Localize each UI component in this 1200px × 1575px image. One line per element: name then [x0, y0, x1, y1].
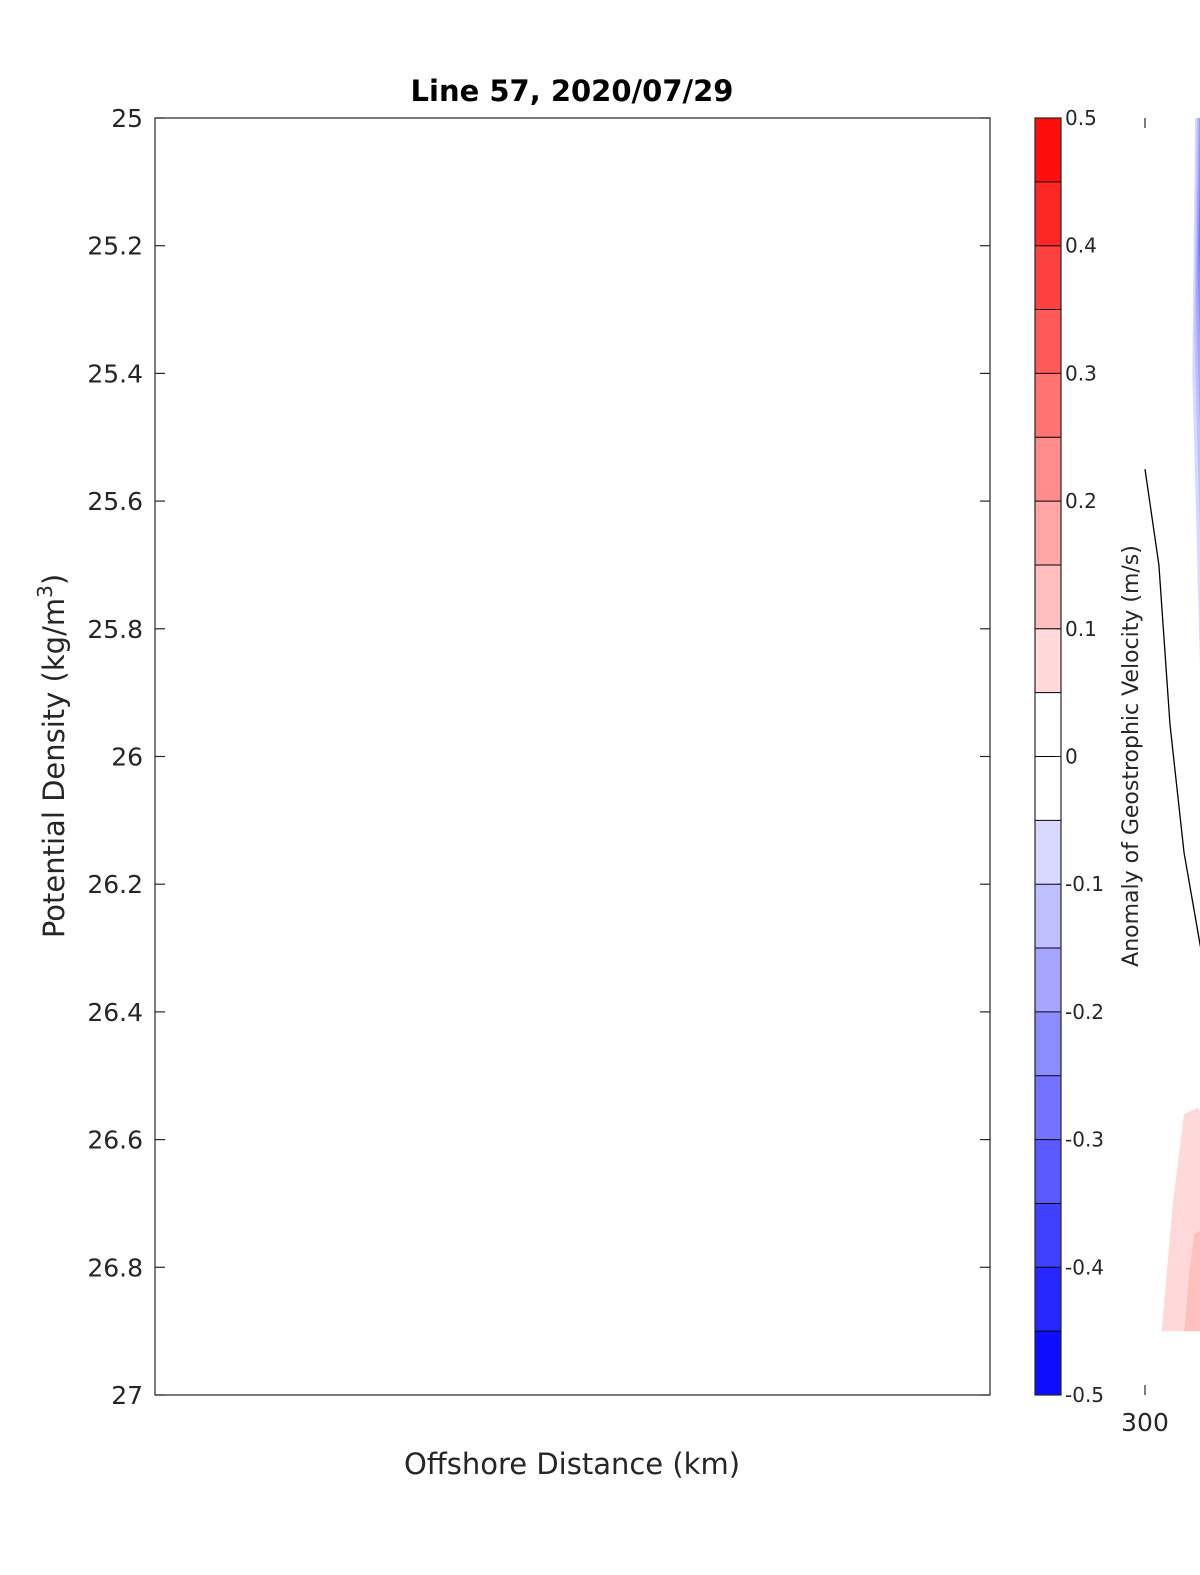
colorbar-frame	[1034, 117, 1062, 1396]
y-tick-label: 25.8	[87, 615, 143, 644]
colorbar-tick-label: -0.1	[1065, 872, 1104, 896]
colorbar-tick-label: -0.5	[1065, 1383, 1104, 1407]
y-tick-label: 26.6	[87, 1126, 143, 1155]
zero-contour-line	[1144, 469, 1200, 948]
x-axis-label: Offshore Distance (km)	[404, 1447, 740, 1481]
x-tick-label: 300	[1121, 1408, 1169, 1437]
plot-area	[154, 117, 1200, 1396]
colorbar-tick-label: 0.4	[1065, 234, 1097, 258]
colorbar-block	[1035, 756, 1061, 821]
x-tick-labels: 300250200150100500	[1121, 1408, 1169, 1437]
colorbar: -0.5 -0.4 -0.3 -0.2 -0.1 0 0.1 0.2 0.3 0.4 0.5 Ano…	[1034, 106, 1144, 1407]
colorbar-block	[1035, 501, 1061, 566]
colorbar-block	[1035, 820, 1061, 885]
region-nearshore-top-blue-core	[1164, 118, 1200, 666]
colorbar-block	[1035, 1011, 1061, 1077]
colorbar-block	[1035, 373, 1061, 438]
colorbar-block	[1035, 309, 1061, 374]
contour-band-0-1	[1168, 118, 1200, 534]
colorbar-block	[1035, 1139, 1061, 1204]
plot-frame	[154, 117, 991, 1396]
colorbar-tick-label: 0	[1065, 745, 1078, 769]
colorbar-block	[1035, 118, 1061, 183]
y-tick-label: 25.2	[87, 232, 143, 261]
y-tick-label: 26.4	[87, 998, 143, 1027]
y-axis-label-superscript: 3	[33, 585, 57, 598]
y-tick-label: 25.4	[87, 359, 143, 388]
contour-fills	[1161, 118, 1200, 1332]
y-tick-label: 25.6	[87, 487, 143, 516]
region-red-bottom-275	[1161, 1107, 1200, 1332]
y-tick-label: 26	[111, 743, 143, 772]
colorbar-tick-label: -0.4	[1065, 1255, 1104, 1279]
colorbar-block	[1035, 245, 1061, 311]
contour-band-6-1	[1184, 1230, 1200, 1332]
colorbar-tick-label: -0.3	[1065, 1128, 1104, 1152]
plot-background	[155, 118, 990, 1395]
y-tick-label: 26.8	[87, 1253, 143, 1282]
colorbar-blocks	[1035, 118, 1061, 1396]
colorbar-tick-labels: -0.5 -0.4 -0.3 -0.2 -0.1 0 0.1 0.2 0.3 0.4 0.5	[1065, 106, 1104, 1407]
y-axis-label-close: )	[37, 574, 71, 585]
y-axis-label: Potential Density (kg/m3)	[33, 574, 71, 938]
y-tick-labels: 25 25.2 25.4 25.6 25.8 26 26.2 26.4 26.6 26.8 27	[87, 104, 143, 1410]
chart-title: Line 57, 2020/07/29	[411, 74, 734, 108]
y-tick-label: 25	[111, 104, 143, 133]
colorbar-tick-label: 0.3	[1065, 361, 1097, 385]
colorbar-block	[1035, 628, 1061, 694]
colorbar-block	[1035, 1331, 1061, 1396]
colorbar-label: Anomaly of Geostrophic Velocity (m/s)	[1119, 545, 1144, 967]
colorbar-block	[1035, 564, 1061, 630]
colorbar-tick-label: -0.2	[1065, 1000, 1104, 1024]
y-tick-label: 27	[111, 1381, 143, 1410]
colorbar-block	[1035, 1075, 1061, 1141]
colorbar-tick-label: 0.5	[1065, 106, 1097, 130]
colorbar-tick-label: 0.1	[1065, 617, 1097, 641]
colorbar-block	[1035, 692, 1061, 757]
colorbar-block	[1035, 181, 1061, 247]
colorbar-block	[1035, 884, 1061, 949]
y-tick-label: 26.2	[87, 870, 143, 899]
colorbar-block	[1035, 437, 1061, 502]
colorbar-tick-label: 0.2	[1065, 489, 1097, 513]
y-axis-label-main: Potential Density (kg/m	[37, 598, 71, 938]
colorbar-block	[1035, 1203, 1061, 1268]
colorbar-block	[1035, 1267, 1061, 1332]
zero-contours	[1144, 469, 1200, 948]
colorbar-block	[1035, 948, 1061, 1013]
